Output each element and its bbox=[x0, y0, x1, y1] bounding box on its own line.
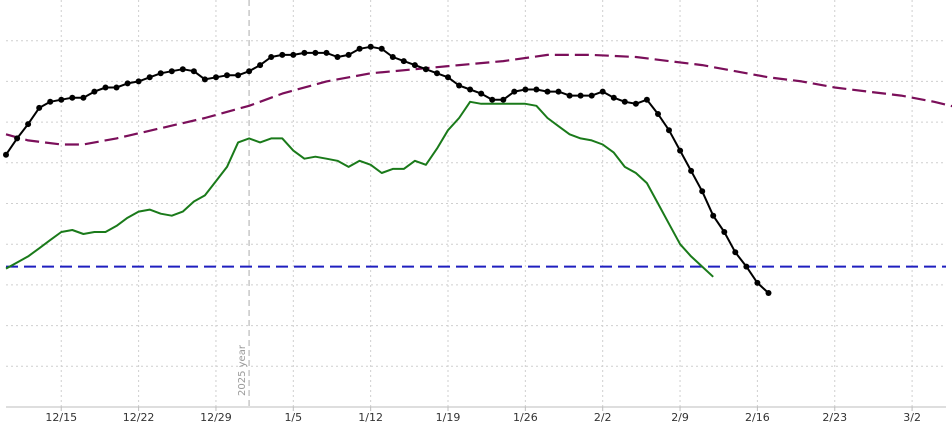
data-point bbox=[14, 135, 21, 142]
data-point bbox=[588, 92, 595, 99]
data-point bbox=[400, 58, 407, 65]
data-point bbox=[577, 92, 584, 99]
x-tick-label: 12/22 bbox=[123, 411, 155, 424]
series-2 bbox=[5, 100, 714, 278]
data-point bbox=[356, 45, 363, 52]
data-point bbox=[168, 68, 175, 75]
data-point bbox=[677, 147, 684, 154]
data-point bbox=[500, 96, 507, 103]
data-point bbox=[422, 66, 429, 73]
data-point bbox=[334, 54, 341, 60]
data-point bbox=[301, 49, 308, 56]
data-point bbox=[102, 84, 109, 91]
data-point bbox=[489, 96, 496, 103]
data-point bbox=[235, 72, 242, 79]
data-point bbox=[533, 86, 540, 93]
data-point bbox=[179, 66, 186, 73]
data-point bbox=[367, 43, 374, 50]
data-point bbox=[699, 188, 706, 195]
data-point bbox=[610, 94, 617, 101]
data-point bbox=[732, 249, 739, 256]
data-point bbox=[246, 68, 253, 75]
data-point bbox=[323, 49, 330, 56]
data-point bbox=[754, 279, 761, 286]
data-point bbox=[478, 90, 485, 97]
x-tick-label: 12/15 bbox=[45, 411, 77, 424]
series-0 bbox=[3, 43, 772, 296]
data-point bbox=[268, 54, 275, 60]
series-1 bbox=[5, 53, 952, 146]
data-point bbox=[434, 70, 440, 77]
data-point bbox=[345, 51, 352, 58]
x-tick-label: 3/2 bbox=[903, 411, 921, 424]
year-marker-label: 2025 year bbox=[237, 344, 248, 396]
data-point bbox=[58, 96, 65, 103]
data-point bbox=[555, 88, 562, 95]
data-point bbox=[765, 290, 772, 296]
data-point bbox=[69, 94, 76, 101]
data-point bbox=[655, 111, 661, 117]
data-point bbox=[621, 98, 628, 105]
data-point bbox=[190, 68, 197, 75]
series-line bbox=[5, 53, 952, 146]
x-tick-label: 2/23 bbox=[822, 411, 847, 424]
data-point bbox=[511, 88, 518, 95]
data-point bbox=[389, 54, 396, 60]
data-point bbox=[456, 82, 463, 89]
data-point bbox=[279, 51, 286, 58]
data-point bbox=[378, 45, 385, 52]
data-point bbox=[201, 76, 208, 83]
data-point bbox=[3, 151, 9, 158]
x-tick-label: 2/9 bbox=[671, 411, 689, 424]
data-point bbox=[411, 62, 418, 69]
data-point bbox=[213, 74, 219, 81]
data-point bbox=[632, 100, 639, 107]
data-point bbox=[91, 88, 98, 95]
series-line bbox=[5, 100, 714, 278]
x-tick-label: 1/26 bbox=[513, 411, 538, 424]
data-point bbox=[80, 94, 87, 101]
series-line bbox=[5, 45, 770, 294]
data-point bbox=[25, 121, 32, 128]
data-point bbox=[224, 72, 230, 79]
data-point bbox=[643, 96, 650, 103]
data-point bbox=[522, 86, 529, 93]
data-point bbox=[146, 74, 153, 81]
data-point bbox=[566, 92, 573, 99]
data-point bbox=[467, 86, 474, 93]
data-point bbox=[47, 98, 54, 105]
data-point bbox=[544, 88, 551, 95]
data-point bbox=[290, 51, 297, 58]
data-point bbox=[157, 70, 164, 77]
data-point bbox=[710, 212, 717, 219]
data-point bbox=[445, 74, 451, 81]
data-point bbox=[721, 229, 728, 235]
data-point bbox=[36, 104, 43, 111]
x-tick-label: 1/19 bbox=[436, 411, 461, 424]
x-axis: 12/15 12/22 12/29 1/5 1/12 1/19 1/26 2/2 2/9 2/16… bbox=[45, 407, 921, 424]
year-marker: 2025 year bbox=[237, 0, 250, 407]
x-tick-label: 2/2 bbox=[594, 411, 612, 424]
data-point bbox=[135, 78, 142, 85]
x-tick-label: 1/12 bbox=[358, 411, 383, 424]
data-point bbox=[666, 127, 672, 134]
x-tick-label: 2/16 bbox=[745, 411, 770, 424]
x-tick-label: 12/29 bbox=[200, 411, 232, 424]
data-point bbox=[124, 80, 131, 87]
grid-lines bbox=[6, 0, 946, 408]
x-tick-label: 1/5 bbox=[284, 411, 302, 424]
data-point bbox=[743, 263, 750, 270]
data-point bbox=[599, 88, 606, 95]
data-point bbox=[257, 62, 264, 69]
data-point bbox=[113, 84, 120, 91]
series-layer bbox=[3, 43, 952, 296]
data-point bbox=[688, 167, 695, 174]
data-point bbox=[312, 49, 319, 56]
